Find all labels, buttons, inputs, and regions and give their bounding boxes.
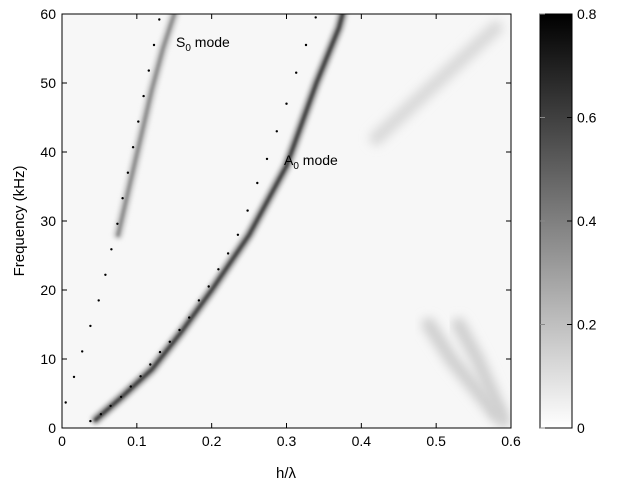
s0-dot-6 bbox=[110, 248, 113, 251]
a0-dot-23 bbox=[314, 16, 317, 19]
x-tick-label: 0.6 bbox=[501, 433, 521, 449]
faint-feature-1 bbox=[421, 317, 503, 422]
faint-feature-2 bbox=[451, 317, 511, 428]
colorbar: 0 0.2 0.4 0.6 0.8 bbox=[539, 6, 597, 436]
a0-dot-12 bbox=[207, 285, 210, 288]
colorbar-ticks: 0 0.2 0.4 0.6 0.8 bbox=[540, 6, 597, 436]
s0-dot-11 bbox=[137, 120, 140, 123]
colorbar-tick-label: 0.8 bbox=[577, 6, 597, 22]
a0-dot-17 bbox=[256, 181, 259, 185]
s0-dot-10 bbox=[131, 146, 135, 149]
s0-ridge bbox=[116, 14, 177, 237]
a0-dot-8 bbox=[168, 340, 171, 343]
a0-dot-15 bbox=[236, 233, 240, 236]
s0-dot-7 bbox=[116, 222, 119, 225]
a0-dot-16 bbox=[246, 209, 249, 212]
a0-dot-19 bbox=[275, 130, 278, 133]
y-tick-label: 60 bbox=[40, 6, 56, 22]
y-tick-label: 0 bbox=[48, 420, 56, 436]
a0-dot-9 bbox=[178, 328, 181, 332]
colorbar-tick-label: 0 bbox=[577, 420, 585, 436]
s0-dot-13 bbox=[147, 69, 150, 72]
s0-dot-14 bbox=[152, 43, 156, 47]
x-axis-label: h/λ bbox=[276, 465, 297, 482]
y-axis-ticks: 0 10 20 30 40 50 60 bbox=[40, 6, 511, 436]
y-tick-label: 50 bbox=[40, 75, 56, 91]
a0-dot-13 bbox=[217, 268, 220, 271]
a0-dot-21 bbox=[295, 71, 298, 74]
a0-dot-3 bbox=[119, 395, 123, 399]
s0-dot-4 bbox=[97, 299, 100, 302]
colorbar-tick-label: 0.2 bbox=[577, 317, 597, 333]
s0-mode-label: S0 mode bbox=[176, 34, 230, 54]
s0-dot-12 bbox=[142, 94, 145, 98]
y-axis-label: Frequency (kHz) bbox=[11, 166, 28, 277]
colorbar-tick-label: 0.4 bbox=[577, 213, 597, 229]
s0-dot-1 bbox=[72, 375, 76, 379]
a0-dot-10 bbox=[188, 316, 191, 319]
a0-dot-11 bbox=[197, 299, 201, 302]
a0-dot-14 bbox=[226, 252, 230, 255]
x-tick-label: 0.5 bbox=[426, 433, 446, 449]
a0-mode-label: A0 mode bbox=[284, 152, 338, 172]
x-tick-label: 0.1 bbox=[127, 433, 147, 449]
y-tick-label: 20 bbox=[40, 282, 56, 298]
a0-dot-5 bbox=[139, 375, 142, 378]
s0-dot-8 bbox=[121, 197, 124, 200]
a0-dot-20 bbox=[285, 102, 288, 105]
s0-dot-15 bbox=[158, 18, 161, 21]
s0-dot-5 bbox=[104, 273, 107, 276]
x-tick-label: 0 bbox=[58, 433, 66, 449]
colorbar-gradient bbox=[540, 14, 572, 428]
s0-dot-3 bbox=[89, 324, 92, 328]
a0-dot-2 bbox=[109, 404, 112, 408]
x-tick-label: 0.2 bbox=[202, 433, 222, 449]
mode-dots-layer bbox=[64, 16, 317, 423]
s0-dot-2 bbox=[81, 350, 84, 353]
s0-dot-9 bbox=[126, 171, 130, 174]
y-tick-label: 10 bbox=[40, 351, 56, 367]
a0-ridge bbox=[93, 14, 345, 422]
y-tick-label: 40 bbox=[40, 144, 56, 160]
a0-dot-7 bbox=[158, 350, 162, 354]
y-tick-label: 30 bbox=[40, 213, 56, 229]
s0-dot-0 bbox=[64, 401, 67, 404]
plot-area: 0 0.1 0.2 0.3 0.4 0.5 0.6 0 10 20 30 40 50 60 bbox=[40, 6, 521, 449]
a0-dot-18 bbox=[265, 157, 269, 161]
a0-dot-22 bbox=[304, 43, 308, 47]
a0-dot-4 bbox=[129, 385, 132, 388]
faint-feature-0 bbox=[369, 20, 503, 146]
a0-dot-0 bbox=[89, 419, 92, 423]
x-tick-label: 0.3 bbox=[277, 433, 297, 449]
x-axis-ticks: 0 0.1 0.2 0.3 0.4 0.5 0.6 bbox=[58, 14, 521, 449]
heatmap-layer bbox=[91, 14, 511, 428]
a0-dot-1 bbox=[99, 413, 103, 416]
a0-dot-6 bbox=[149, 363, 152, 366]
x-tick-label: 0.4 bbox=[352, 433, 372, 449]
colorbar-tick-label: 0.6 bbox=[577, 110, 597, 126]
